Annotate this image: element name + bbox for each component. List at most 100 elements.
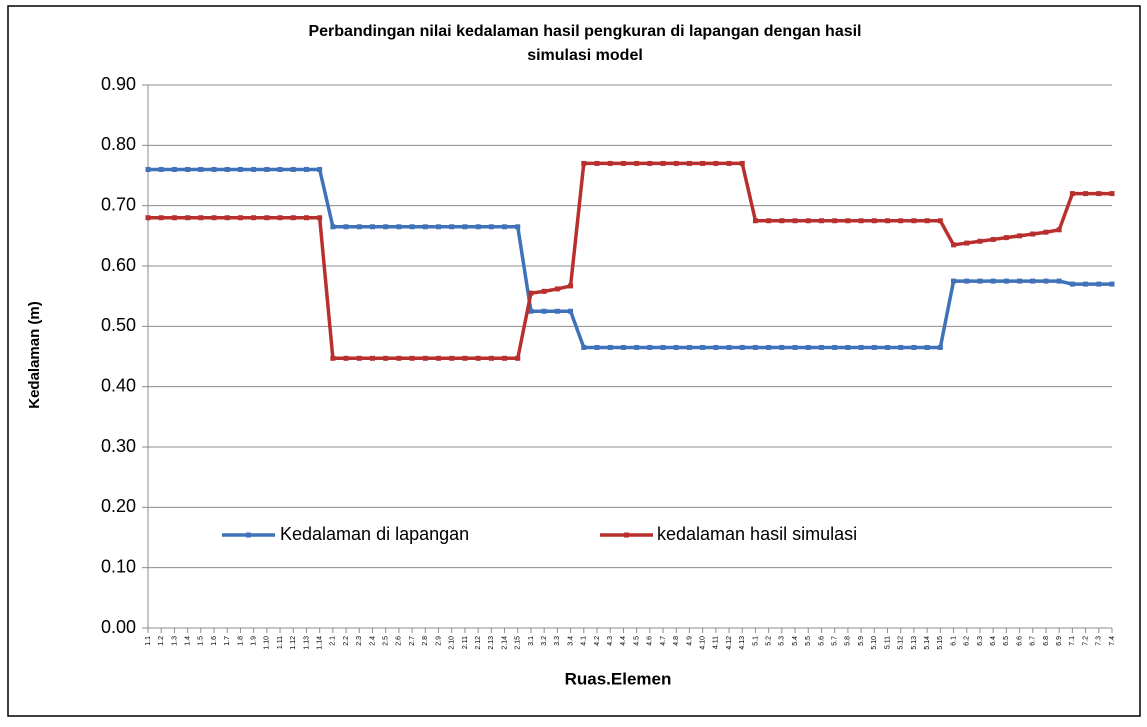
x-tick-label: 2.9 bbox=[435, 636, 442, 646]
point-marker bbox=[1017, 278, 1023, 284]
x-tick-label: 2.11 bbox=[462, 636, 469, 649]
x-tick-label: 4.8 bbox=[673, 636, 680, 646]
point-marker bbox=[686, 344, 692, 350]
point-marker bbox=[1003, 278, 1009, 284]
point-marker bbox=[779, 218, 785, 224]
legend-label: Kedalaman di lapangan bbox=[280, 524, 469, 544]
chart-frame bbox=[7, 5, 1141, 717]
point-marker bbox=[937, 218, 943, 224]
point-marker bbox=[739, 344, 745, 350]
point-marker bbox=[792, 344, 798, 350]
point-marker bbox=[607, 344, 613, 350]
x-tick-label: 6.2 bbox=[964, 636, 971, 646]
point-marker bbox=[462, 224, 468, 230]
point-marker bbox=[898, 218, 904, 224]
point-marker bbox=[224, 166, 230, 172]
y-tick-label: 0.40 bbox=[101, 375, 136, 395]
x-tick-label: 7.3 bbox=[1096, 636, 1103, 646]
x-tick-label: 4.12 bbox=[726, 636, 733, 650]
point-marker bbox=[898, 344, 904, 350]
point-marker bbox=[964, 240, 970, 246]
x-tick-label: 5.9 bbox=[858, 636, 865, 646]
x-tick-label: 3.1 bbox=[528, 636, 535, 646]
point-marker bbox=[475, 355, 481, 361]
point-marker bbox=[911, 344, 917, 350]
point-marker bbox=[330, 224, 336, 230]
point-marker bbox=[1083, 191, 1089, 197]
x-tick-label: 5.3 bbox=[779, 636, 786, 646]
y-tick-label: 0.20 bbox=[101, 496, 136, 516]
point-marker bbox=[396, 224, 402, 230]
point-marker bbox=[1056, 227, 1062, 233]
point-marker bbox=[568, 308, 574, 314]
point-marker bbox=[158, 215, 164, 221]
point-marker bbox=[290, 215, 296, 221]
point-marker bbox=[1003, 235, 1009, 241]
x-tick-label: 1.3 bbox=[171, 636, 178, 646]
point-marker bbox=[620, 160, 626, 166]
point-marker bbox=[766, 344, 772, 350]
point-marker bbox=[422, 224, 428, 230]
x-tick-label: 4.11 bbox=[713, 636, 720, 649]
point-marker bbox=[977, 238, 983, 244]
point-marker bbox=[356, 355, 362, 361]
y-tick-label: 0.70 bbox=[101, 194, 136, 214]
x-tick-label: 6.6 bbox=[1016, 636, 1023, 646]
x-tick-label: 5.13 bbox=[911, 636, 918, 650]
y-tick-label: 0.60 bbox=[101, 255, 136, 275]
point-marker bbox=[964, 278, 970, 284]
x-tick-label: 5.5 bbox=[805, 636, 812, 646]
x-tick-label: 2.13 bbox=[488, 636, 495, 650]
x-tick-label: 4.5 bbox=[633, 636, 640, 646]
x-tick-label: 2.4 bbox=[369, 636, 376, 646]
point-marker bbox=[752, 218, 758, 224]
x-tick-label: 4.6 bbox=[647, 636, 654, 646]
point-marker bbox=[158, 166, 164, 172]
point-marker bbox=[277, 166, 283, 172]
x-tick-label: 7.1 bbox=[1069, 636, 1076, 646]
point-marker bbox=[858, 218, 864, 224]
point-marker bbox=[871, 344, 877, 350]
x-tick-label: 5.1 bbox=[752, 636, 759, 646]
x-axis-label: Ruas.Elemen bbox=[565, 669, 672, 688]
x-tick-label: 4.4 bbox=[620, 636, 627, 646]
point-marker bbox=[409, 224, 415, 230]
point-marker bbox=[634, 160, 640, 166]
x-tick-label: 4.9 bbox=[686, 636, 693, 646]
point-marker bbox=[145, 215, 151, 221]
point-marker bbox=[343, 355, 349, 361]
point-marker bbox=[277, 215, 283, 221]
x-tick-label: 1.11 bbox=[277, 636, 284, 649]
y-tick-label: 0.00 bbox=[101, 617, 136, 637]
point-marker bbox=[1030, 278, 1036, 284]
point-marker bbox=[330, 355, 336, 361]
point-marker bbox=[1043, 278, 1049, 284]
x-tick-label: 1.12 bbox=[290, 636, 297, 650]
x-tick-label: 1.4 bbox=[184, 636, 191, 646]
x-tick-label: 4.1 bbox=[581, 636, 588, 646]
point-marker bbox=[251, 215, 257, 221]
chart-title: Perbandingan nilai kedalaman hasil pengk… bbox=[308, 23, 861, 64]
x-tick-label: 5.7 bbox=[832, 636, 839, 646]
point-marker bbox=[343, 224, 349, 230]
point-marker bbox=[383, 224, 389, 230]
point-marker bbox=[409, 355, 415, 361]
point-marker bbox=[700, 160, 706, 166]
x-tick-label: 3.4 bbox=[567, 636, 574, 646]
x-tick-label: 1.1 bbox=[145, 636, 152, 646]
point-marker bbox=[554, 308, 560, 314]
point-marker bbox=[805, 344, 811, 350]
x-tick-label: 6.1 bbox=[950, 636, 957, 646]
point-marker bbox=[1096, 191, 1102, 197]
point-marker bbox=[634, 344, 640, 350]
point-marker bbox=[832, 344, 838, 350]
x-tick-label: 6.3 bbox=[977, 636, 984, 646]
point-marker bbox=[211, 166, 217, 172]
point-marker bbox=[713, 344, 719, 350]
point-marker bbox=[1069, 191, 1075, 197]
x-tick-label: 1.8 bbox=[237, 636, 244, 646]
point-marker bbox=[858, 344, 864, 350]
point-marker bbox=[224, 215, 230, 221]
point-marker bbox=[594, 344, 600, 350]
point-marker bbox=[686, 160, 692, 166]
